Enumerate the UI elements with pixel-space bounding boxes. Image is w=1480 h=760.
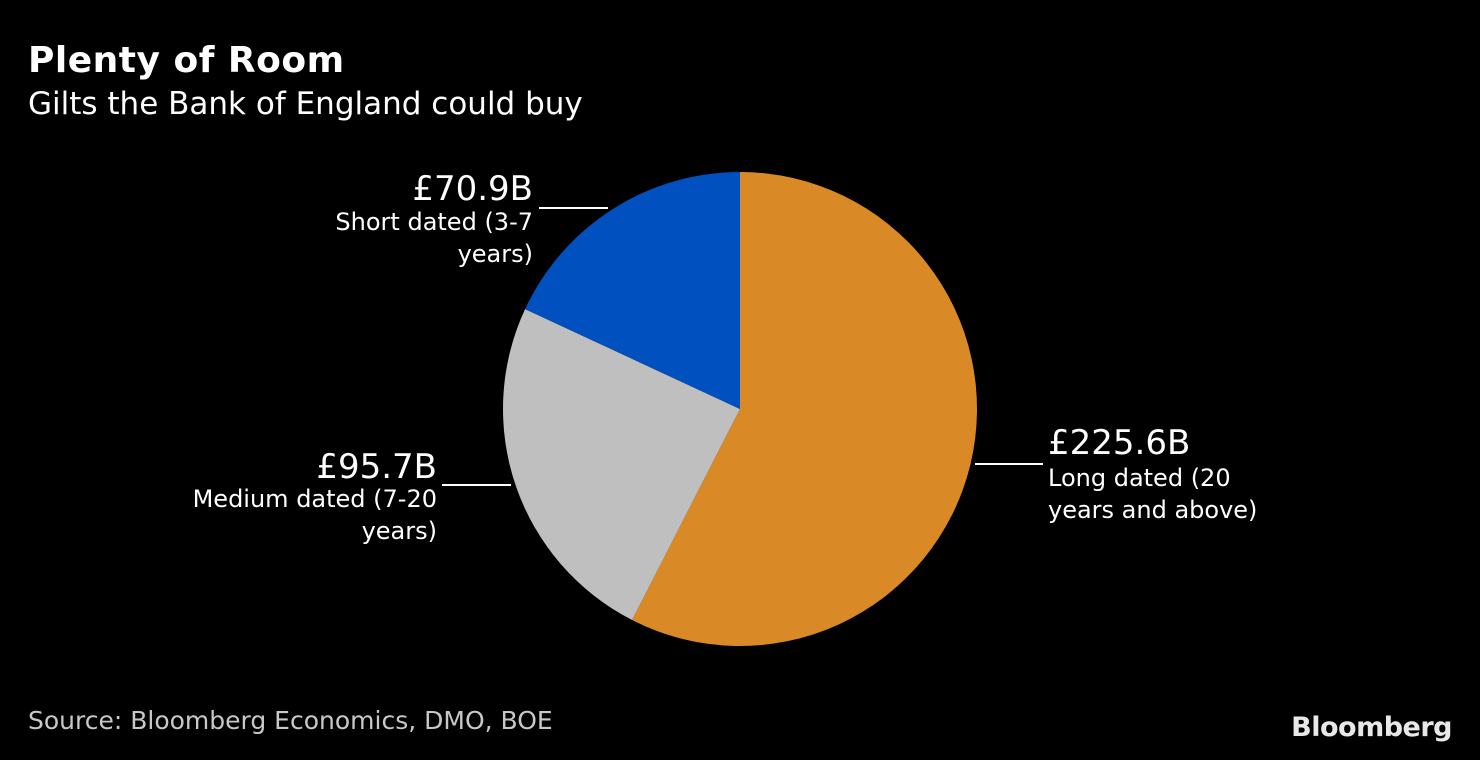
slice-category-label: years) — [362, 517, 437, 545]
bloomberg-logo: Bloomberg — [1291, 712, 1452, 743]
slice-value-label: £225.6B — [1048, 423, 1190, 463]
slice-category-label: Short dated (3-7 — [335, 208, 533, 236]
slice-category-label: Long dated (20 — [1048, 464, 1231, 492]
source-note: Source: Bloomberg Economics, DMO, BOE — [28, 706, 553, 735]
chart-title: Plenty of Room — [28, 40, 345, 81]
slice-category-label: years and above) — [1048, 496, 1257, 524]
pie-slice — [525, 172, 740, 409]
pie-slice — [632, 172, 978, 646]
slice-category-label: years) — [458, 240, 533, 268]
pie-slice — [503, 309, 740, 621]
slice-value-label: £95.7B — [316, 447, 437, 487]
slice-category-label: Medium dated (7-20 — [193, 485, 437, 513]
chart-subtitle: Gilts the Bank of England could buy — [28, 86, 583, 122]
slice-value-label: £70.9B — [412, 169, 533, 209]
